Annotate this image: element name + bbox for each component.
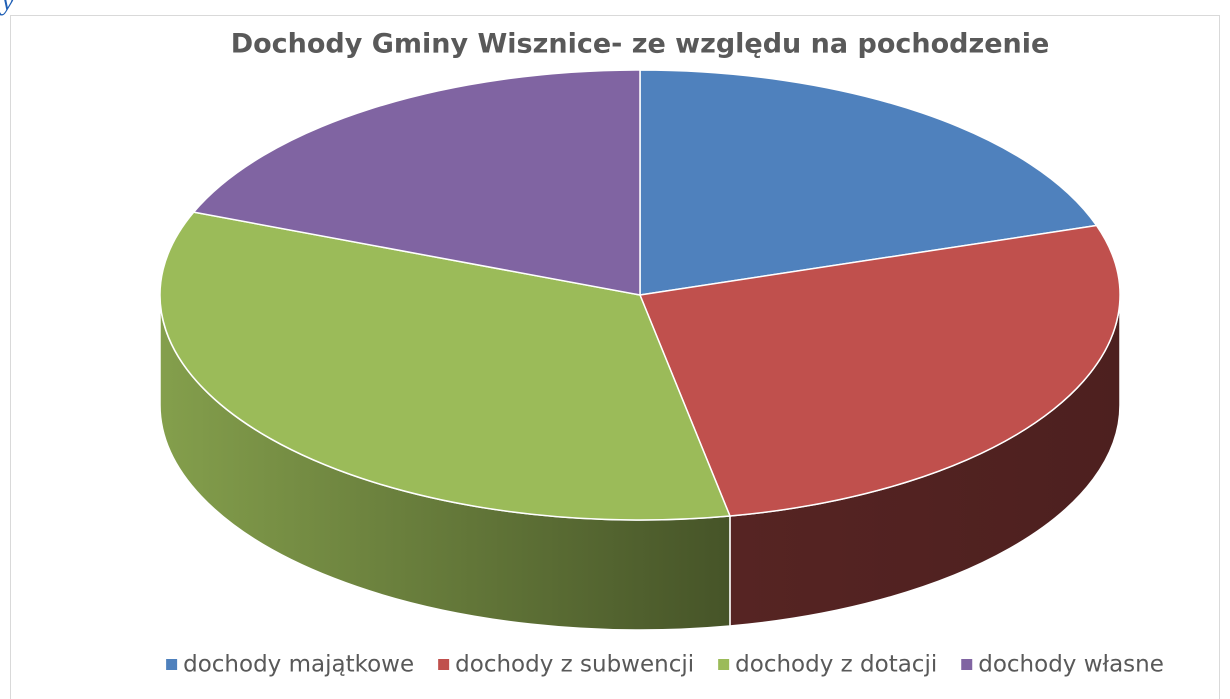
- legend-item: dochody z subwencji: [438, 652, 694, 678]
- legend-label: dochody z dotacji: [735, 652, 937, 678]
- pie-slice: [638, 224, 1121, 517]
- chart-frame: [10, 15, 1220, 699]
- chart-title: Dochody Gminy Wisznice- ze względu na po…: [231, 29, 1050, 60]
- legend-label: dochody z subwencji: [455, 652, 694, 678]
- legend-item: dochody majątkowe: [166, 652, 414, 678]
- pie-slice: [159, 211, 732, 521]
- legend-item: dochody własne: [961, 652, 1164, 678]
- legend-swatch: [166, 659, 178, 670]
- page-fragment: y: [0, 0, 14, 16]
- legend-swatch: [438, 659, 450, 670]
- legend-label: dochody majątkowe: [183, 652, 414, 678]
- pie-slice: [192, 69, 641, 296]
- legend-swatch: [961, 659, 973, 670]
- legend-item: dochody z dotacji: [718, 652, 937, 678]
- pie-slice: [639, 69, 1098, 296]
- legend-swatch: [718, 659, 730, 670]
- legend-label: dochody własne: [978, 652, 1164, 678]
